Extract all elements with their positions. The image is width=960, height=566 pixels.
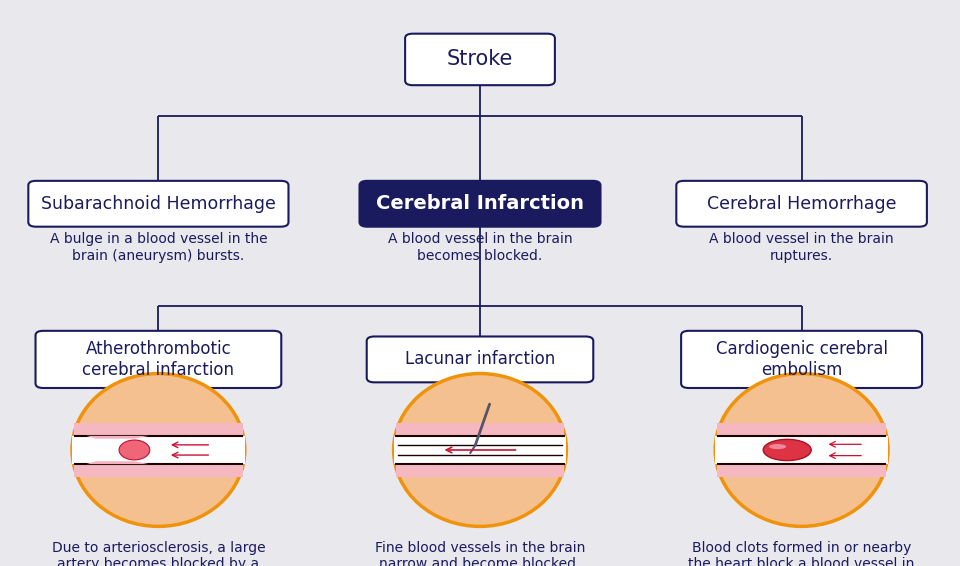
Bar bbox=[717, 464, 886, 477]
FancyBboxPatch shape bbox=[405, 34, 555, 85]
Text: Due to arteriosclerosis, a large
artery becomes blocked by a
blood clot.: Due to arteriosclerosis, a large artery … bbox=[52, 541, 265, 566]
FancyBboxPatch shape bbox=[359, 181, 601, 226]
FancyBboxPatch shape bbox=[72, 436, 245, 464]
Ellipse shape bbox=[394, 374, 566, 526]
Bar bbox=[717, 423, 886, 436]
Text: Cerebral Infarction: Cerebral Infarction bbox=[376, 194, 584, 213]
FancyBboxPatch shape bbox=[36, 331, 281, 388]
FancyArrow shape bbox=[106, 439, 161, 461]
Polygon shape bbox=[86, 436, 149, 439]
FancyBboxPatch shape bbox=[676, 181, 926, 226]
Bar bbox=[396, 464, 564, 477]
Ellipse shape bbox=[769, 444, 786, 449]
Ellipse shape bbox=[119, 440, 150, 460]
Text: A bulge in a blood vessel in the
brain (aneurysm) bursts.: A bulge in a blood vessel in the brain (… bbox=[50, 232, 267, 263]
FancyBboxPatch shape bbox=[715, 436, 888, 464]
Text: Atherothrombotic
cerebral infarction: Atherothrombotic cerebral infarction bbox=[83, 340, 234, 379]
FancyBboxPatch shape bbox=[29, 181, 288, 226]
Text: Lacunar infarction: Lacunar infarction bbox=[405, 350, 555, 368]
FancyBboxPatch shape bbox=[682, 331, 922, 388]
Text: Stroke: Stroke bbox=[446, 49, 514, 70]
Text: Fine blood vessels in the brain
narrow and become blocked.: Fine blood vessels in the brain narrow a… bbox=[374, 541, 586, 566]
Bar bbox=[74, 423, 243, 436]
FancyBboxPatch shape bbox=[367, 336, 593, 383]
Ellipse shape bbox=[715, 374, 888, 526]
FancyBboxPatch shape bbox=[394, 436, 566, 464]
Polygon shape bbox=[86, 461, 149, 464]
Bar bbox=[74, 464, 243, 477]
Text: Cerebral Hemorrhage: Cerebral Hemorrhage bbox=[707, 195, 897, 213]
Ellipse shape bbox=[763, 439, 811, 461]
Text: Cardiogenic cerebral
embolism: Cardiogenic cerebral embolism bbox=[715, 340, 888, 379]
Text: Subarachnoid Hemorrhage: Subarachnoid Hemorrhage bbox=[41, 195, 276, 213]
Ellipse shape bbox=[72, 374, 245, 526]
Text: A blood vessel in the brain
becomes blocked.: A blood vessel in the brain becomes bloc… bbox=[388, 232, 572, 263]
Text: A blood vessel in the brain
ruptures.: A blood vessel in the brain ruptures. bbox=[709, 232, 894, 263]
Text: Blood clots formed in or nearby
the heart block a blood vessel in
the brain.: Blood clots formed in or nearby the hear… bbox=[688, 541, 915, 566]
Bar bbox=[396, 423, 564, 436]
